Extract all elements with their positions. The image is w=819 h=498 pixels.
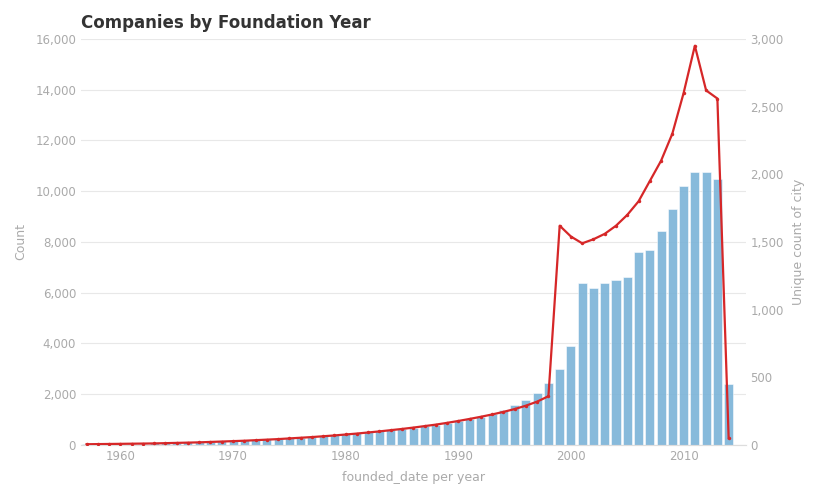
Bar (161, 443, 170, 445)
Bar (702, 172, 711, 445)
Bar (713, 179, 722, 445)
Bar (567, 346, 576, 445)
Bar (477, 416, 486, 445)
Bar (409, 428, 418, 445)
Bar (724, 384, 733, 445)
Bar (364, 432, 373, 445)
Bar (352, 433, 361, 445)
Bar (183, 442, 192, 445)
Bar (634, 252, 643, 445)
Bar (397, 429, 406, 445)
Bar (432, 425, 441, 445)
Text: Companies by Foundation Year: Companies by Foundation Year (81, 14, 371, 32)
Bar (499, 410, 508, 445)
Bar (577, 282, 586, 445)
Bar (127, 444, 136, 445)
Bar (262, 439, 271, 445)
Y-axis label: Count: Count (14, 224, 27, 260)
Bar (172, 443, 181, 445)
Bar (420, 426, 429, 445)
Bar (240, 440, 249, 445)
Bar (487, 414, 496, 445)
Bar (442, 423, 451, 445)
Bar (150, 443, 159, 445)
X-axis label: founded_date per year: founded_date per year (342, 471, 485, 484)
Bar (195, 442, 204, 445)
Bar (657, 231, 666, 445)
Bar (679, 186, 688, 445)
Bar (105, 444, 114, 445)
Bar (319, 436, 328, 445)
Bar (454, 421, 463, 445)
Bar (522, 400, 531, 445)
Bar (544, 383, 553, 445)
Bar (307, 437, 316, 445)
Bar (285, 438, 294, 445)
Bar (465, 419, 474, 445)
Bar (375, 431, 384, 445)
Bar (589, 288, 598, 445)
Bar (612, 280, 621, 445)
Bar (667, 209, 676, 445)
Bar (645, 249, 654, 445)
Bar (555, 369, 564, 445)
Bar (690, 172, 699, 445)
Bar (138, 444, 147, 445)
Bar (229, 441, 238, 445)
Bar (274, 439, 283, 445)
Bar (296, 438, 305, 445)
Bar (622, 277, 631, 445)
Bar (330, 435, 339, 445)
Bar (532, 393, 541, 445)
Bar (93, 444, 102, 445)
Bar (217, 441, 226, 445)
Bar (206, 442, 215, 445)
Bar (600, 282, 609, 445)
Bar (251, 440, 260, 445)
Y-axis label: Unique count of city: Unique count of city (792, 179, 805, 305)
Bar (342, 434, 351, 445)
Bar (115, 444, 124, 445)
Bar (387, 430, 396, 445)
Bar (82, 444, 91, 445)
Bar (510, 405, 519, 445)
